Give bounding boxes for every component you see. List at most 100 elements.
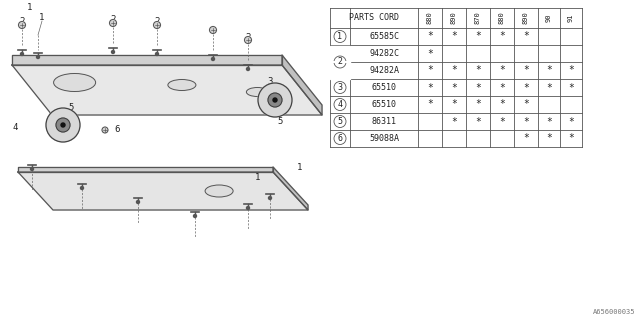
Text: 3: 3 (337, 83, 342, 92)
Text: *: * (499, 83, 505, 92)
Text: *: * (475, 100, 481, 109)
Circle shape (46, 108, 80, 142)
Polygon shape (18, 172, 308, 210)
Text: *: * (546, 116, 552, 126)
Text: *: * (523, 133, 529, 143)
Text: 880: 880 (499, 12, 505, 24)
Text: 1: 1 (298, 164, 303, 172)
Text: 1: 1 (39, 12, 45, 21)
Circle shape (246, 206, 250, 210)
Text: 90: 90 (546, 14, 552, 22)
Circle shape (268, 93, 282, 107)
Text: *: * (523, 83, 529, 92)
Text: *: * (523, 66, 529, 76)
Circle shape (31, 167, 33, 171)
Text: 5: 5 (337, 117, 342, 126)
Text: *: * (523, 116, 529, 126)
Text: *: * (427, 66, 433, 76)
Circle shape (61, 123, 65, 127)
Circle shape (209, 27, 216, 34)
Text: *: * (427, 31, 433, 42)
Ellipse shape (54, 74, 95, 92)
Polygon shape (282, 55, 322, 115)
Circle shape (102, 127, 108, 133)
Circle shape (193, 214, 196, 218)
Text: 65510: 65510 (371, 83, 397, 92)
Text: 1: 1 (337, 32, 342, 41)
Text: *: * (546, 133, 552, 143)
Circle shape (56, 118, 70, 132)
Text: *: * (427, 100, 433, 109)
Text: 6: 6 (115, 125, 120, 134)
Text: *: * (427, 49, 433, 59)
Ellipse shape (246, 87, 268, 97)
Text: *: * (451, 116, 457, 126)
Circle shape (81, 187, 83, 189)
Text: 3: 3 (268, 77, 273, 86)
Circle shape (109, 20, 116, 27)
Text: 65585C: 65585C (369, 32, 399, 41)
Text: 2: 2 (337, 58, 342, 67)
Text: 6: 6 (337, 134, 342, 143)
Text: *: * (546, 66, 552, 76)
Circle shape (111, 51, 115, 53)
Text: *: * (568, 66, 574, 76)
Circle shape (136, 201, 140, 204)
Text: 1: 1 (28, 3, 33, 12)
Text: A656000035: A656000035 (593, 309, 635, 315)
Text: *: * (475, 31, 481, 42)
Text: 65510: 65510 (371, 100, 397, 109)
Text: 4: 4 (337, 100, 342, 109)
Text: 2: 2 (154, 18, 160, 27)
Text: 5: 5 (277, 117, 283, 126)
Polygon shape (273, 167, 308, 210)
Text: 94282C: 94282C (369, 49, 399, 58)
Circle shape (19, 21, 26, 28)
Circle shape (156, 52, 159, 55)
Text: 4: 4 (12, 124, 18, 132)
Text: *: * (475, 83, 481, 92)
Bar (330, 45, 350, 78)
Text: 2: 2 (19, 18, 25, 27)
Text: 2: 2 (110, 15, 116, 25)
Text: *: * (427, 83, 433, 92)
Polygon shape (12, 65, 322, 115)
Text: *: * (451, 100, 457, 109)
Circle shape (246, 68, 250, 70)
Text: *: * (568, 133, 574, 143)
Text: *: * (451, 31, 457, 42)
Text: PARTS CORD: PARTS CORD (349, 13, 399, 22)
Text: 880: 880 (427, 12, 433, 24)
Text: *: * (568, 116, 574, 126)
Text: 890: 890 (523, 12, 529, 24)
Ellipse shape (205, 185, 233, 197)
Text: *: * (475, 116, 481, 126)
Circle shape (273, 98, 277, 102)
Text: 5: 5 (68, 102, 74, 111)
Circle shape (154, 21, 161, 28)
Text: 91: 91 (568, 14, 574, 22)
Text: *: * (475, 66, 481, 76)
Text: 1: 1 (255, 172, 260, 181)
Text: 86311: 86311 (371, 117, 397, 126)
Text: 94282A: 94282A (369, 66, 399, 75)
Text: *: * (523, 31, 529, 42)
Polygon shape (12, 55, 282, 65)
Polygon shape (18, 167, 273, 172)
Text: 2: 2 (245, 33, 251, 42)
Circle shape (269, 196, 271, 199)
Text: *: * (499, 66, 505, 76)
Text: *: * (568, 83, 574, 92)
Text: *: * (451, 66, 457, 76)
Circle shape (258, 83, 292, 117)
Text: *: * (546, 83, 552, 92)
Text: *: * (451, 83, 457, 92)
Circle shape (211, 58, 214, 60)
Circle shape (244, 36, 252, 44)
Text: *: * (499, 100, 505, 109)
Circle shape (36, 55, 40, 59)
Circle shape (20, 52, 24, 55)
Text: *: * (523, 100, 529, 109)
Text: 890: 890 (451, 12, 457, 24)
Text: *: * (499, 116, 505, 126)
